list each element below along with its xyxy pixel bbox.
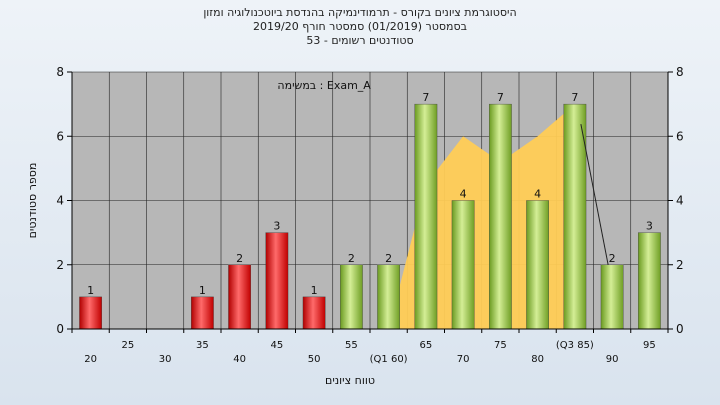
- x-tick-label: (Q3 85): [556, 340, 594, 351]
- y-tick-label-right: 2: [676, 258, 684, 272]
- chart-title-block: היסטוגרמת ציונים בקורס - תרמודינמיקה בהנ…: [0, 6, 720, 48]
- x-axis-title: טווח ציונים: [325, 374, 375, 387]
- bar-value-label: 2: [609, 252, 616, 265]
- y-tick-label-right: 6: [676, 129, 684, 143]
- bar-95: [638, 232, 661, 330]
- bar-55: [340, 264, 363, 330]
- x-tick-label: 80: [531, 354, 544, 365]
- bar-80: [526, 200, 550, 330]
- y-tick-label-left: 4: [56, 194, 64, 208]
- bar-40: [228, 264, 251, 330]
- area-connector-line: [580, 124, 609, 265]
- x-tick-label: 40: [233, 354, 246, 365]
- bar-value-label: 7: [422, 91, 429, 104]
- bar-(Q1 60): [377, 264, 401, 330]
- axes: 0 0 2 2 4 4 6 6 8 8 20 25 30 35 40 45 50 55 (Q1 60) 65 70 75 8…: [56, 65, 683, 365]
- bar-70: [451, 200, 475, 330]
- bar-20: [79, 296, 102, 330]
- y-tick-label-right: 4: [676, 194, 684, 208]
- x-tick-label: 30: [159, 354, 172, 365]
- y-tick-label-left: 2: [56, 258, 64, 272]
- x-tick-label: 50: [308, 354, 321, 365]
- bar-(Q3 85): [563, 103, 587, 330]
- y-axis-title: מספר סטודנטים: [26, 163, 39, 239]
- chart-title: היסטוגרמת ציונים בקורס - תרמודינמיקה בהנ…: [203, 6, 517, 19]
- x-tick-label: 95: [643, 340, 656, 351]
- chart-subtitle-enrolled: סטודנטים רשומים - 53: [306, 34, 414, 47]
- y-tick-label-right: 0: [676, 322, 684, 336]
- x-tick-label: 65: [420, 340, 433, 351]
- x-tick-label: 35: [196, 340, 209, 351]
- x-tick-label: 55: [345, 340, 358, 351]
- bar-value-label: 2: [348, 252, 355, 265]
- x-tick-label: 20: [84, 354, 97, 365]
- x-tick-label: (Q1 60): [370, 354, 408, 365]
- y-tick-label-left: 0: [56, 322, 64, 336]
- bar-value-labels: 1 1 2 3 1 2 2 7 4 7 4 7 2 3: [87, 91, 653, 297]
- bar-value-label: 2: [236, 252, 243, 265]
- bar-value-label: 4: [534, 188, 541, 201]
- bar-35: [190, 296, 214, 330]
- bar-65: [414, 103, 438, 330]
- bar-value-label: 1: [199, 284, 206, 297]
- bar-value-label: 2: [385, 252, 392, 265]
- y-tick-label-left: 8: [56, 65, 64, 79]
- x-tick-label: 90: [606, 354, 619, 365]
- x-tick-label: 70: [457, 354, 470, 365]
- chart-subtitle-semester: בסמסטר (01/2019) סמסטר חורף 2019/20: [253, 20, 467, 33]
- x-tick-label: 45: [271, 340, 284, 351]
- exam-annotation: במשימה : Exam_A: [277, 79, 371, 92]
- x-tick-label: 75: [494, 340, 507, 351]
- bar-value-label: 7: [571, 91, 578, 104]
- bar-value-label: 1: [87, 284, 94, 297]
- bars-group: [79, 103, 661, 330]
- bar-value-label: 4: [460, 188, 467, 201]
- bar-50: [302, 296, 326, 330]
- bar-75: [489, 103, 512, 330]
- bar-value-label: 3: [646, 220, 653, 233]
- bar-value-label: 7: [497, 91, 504, 104]
- y-tick-label-right: 8: [676, 65, 684, 79]
- bar-45: [265, 232, 289, 330]
- bar-value-label: 3: [273, 220, 280, 233]
- y-tick-label-left: 6: [56, 129, 64, 143]
- bar-90: [600, 264, 624, 330]
- bar-value-label: 1: [311, 284, 318, 297]
- x-tick-label: 25: [122, 340, 135, 351]
